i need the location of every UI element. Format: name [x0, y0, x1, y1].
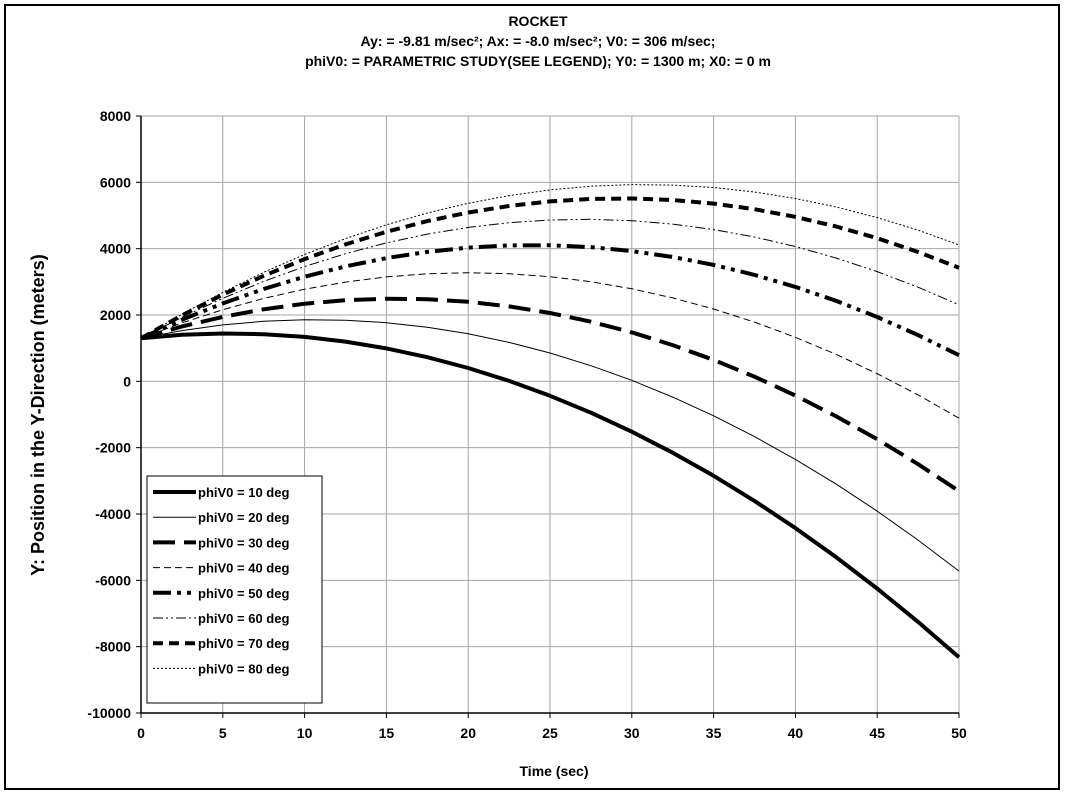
series-line-5: [140, 243, 960, 357]
y-tick-label: 8000: [100, 108, 131, 124]
y-tick-label: -2000: [95, 440, 131, 456]
y-tick-label: 6000: [100, 174, 131, 190]
y-tick-label: 4000: [100, 241, 131, 257]
chart-subtitle-line-2: phiV0: = PARAMETRIC STUDY(SEE LEGEND); Y…: [305, 53, 771, 69]
x-tick-label: 35: [706, 725, 722, 741]
x-tick-label: 50: [951, 725, 967, 741]
legend-label-4: phiV0 = 40 deg: [198, 561, 289, 576]
series-line-3: [140, 296, 961, 493]
x-tick-label: 30: [624, 725, 640, 741]
y-tick-label: -10000: [87, 705, 131, 721]
legend-label-6: phiV0 = 60 deg: [198, 611, 289, 626]
chart-svg: ROCKET Ay: = -9.81 m/sec²; Ax: = -8.0 m/…: [28, 13, 967, 779]
x-tick-label: 10: [297, 725, 313, 741]
x-tick-label: 0: [137, 725, 145, 741]
series-line-1: [140, 331, 961, 659]
series-layer: [140, 184, 961, 659]
x-tick-label: 25: [542, 725, 558, 741]
legend-label-2: phiV0 = 20 deg: [198, 510, 289, 525]
y-tick-labels: -10000 -8000 -6000 -4000 -2000 0 2000 4000 6000 8…: [87, 108, 131, 721]
legend-label-1: phiV0 = 10 deg: [198, 485, 289, 500]
x-tick-labels: 0 5 10 15 20 25 30 35 40 45 50: [137, 725, 967, 741]
y-axis-title: Y: Position in the Y-Direction (meters): [28, 254, 48, 575]
chart-titles: ROCKET Ay: = -9.81 m/sec²; Ax: = -8.0 m/…: [305, 13, 771, 69]
legend: phiV0 = 10 deg phiV0 = 20 deg phiV0 = 30 d…: [146, 475, 323, 704]
y-tick-label: 2000: [100, 307, 131, 323]
legend-box: [146, 475, 323, 704]
axes: [136, 115, 960, 718]
chart-title: ROCKET: [508, 13, 568, 29]
x-tick-label: 45: [869, 725, 885, 741]
y-tick-label: 0: [123, 373, 131, 389]
x-tick-label: 40: [788, 725, 804, 741]
y-tick-label: -6000: [95, 572, 131, 588]
series-line-7: [140, 196, 960, 340]
legend-label-3: phiV0 = 30 deg: [198, 535, 289, 550]
y-tick-label: -8000: [95, 639, 131, 655]
x-tick-label: 5: [219, 725, 227, 741]
x-tick-label: 20: [460, 725, 476, 741]
series-line-4: [140, 272, 960, 419]
chart-frame: ROCKET Ay: = -9.81 m/sec²; Ax: = -8.0 m/…: [4, 4, 1060, 790]
x-axis-title: Time (sec): [520, 763, 589, 779]
legend-label-7: phiV0 = 70 deg: [198, 636, 289, 651]
series-line-2: [140, 319, 960, 572]
x-tick-label: 15: [379, 725, 395, 741]
chart-subtitle-line-1: Ay: = -9.81 m/sec²; Ax: = -8.0 m/sec²; V…: [361, 33, 716, 49]
legend-label-8: phiV0 = 80 deg: [198, 661, 289, 676]
series-line-8: [140, 184, 960, 339]
y-tick-label: -4000: [95, 506, 131, 522]
legend-label-5: phiV0 = 50 deg: [198, 586, 289, 601]
